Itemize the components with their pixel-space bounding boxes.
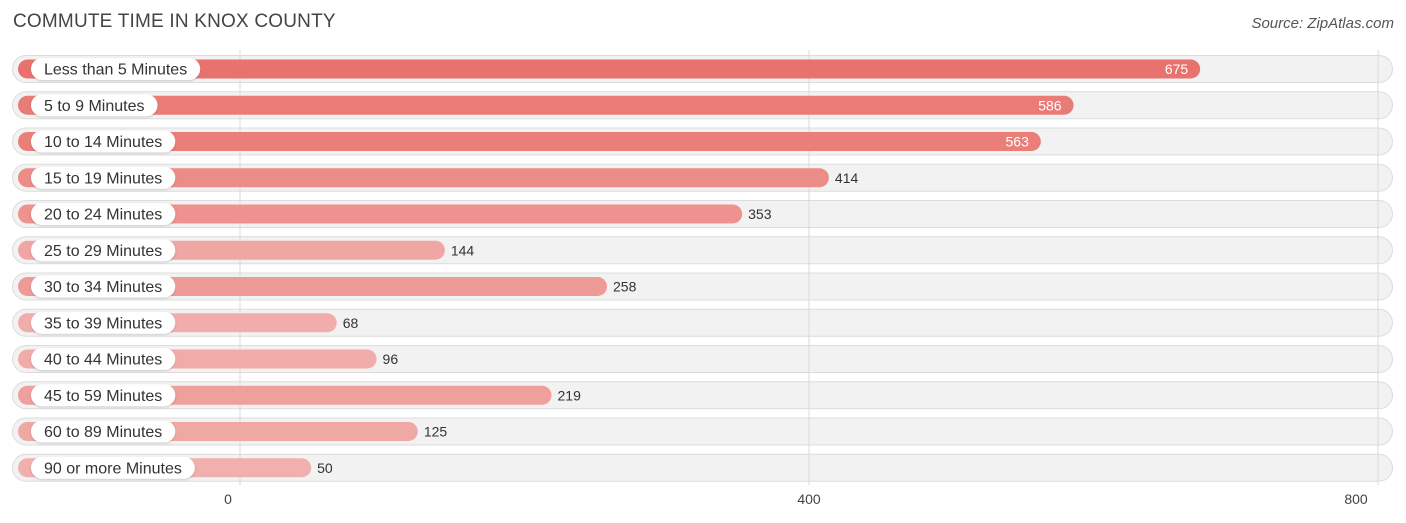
category-label-pill [31,58,201,80]
tick-label: 400 [797,491,821,507]
category-label: 25 to 29 Minutes [31,239,176,262]
category-label: 35 to 39 Minutes [31,311,176,334]
chart-source: Source: ZipAtlas.com [1251,15,1394,32]
value-labels: 675 586 563 414 353 144 258 68 96 219 125 50 [317,61,1188,476]
category-label-pill [31,130,176,153]
category-label: 15 to 19 Minutes [31,166,176,189]
bar [18,168,829,188]
bar [18,59,1201,79]
category-label-text: 25 to 29 Minutes [44,243,162,260]
axis-ticks: 0 400 800 [224,491,1368,507]
tick-label: 0 [224,491,232,507]
category-label-pill [31,384,176,407]
category-label-text: Less than 5 Minutes [44,62,187,79]
category-label: 10 to 14 Minutes [31,130,176,153]
category-label-pill [31,275,176,298]
category-label-pill [31,456,195,479]
category-label: 20 to 24 Minutes [31,203,176,225]
gridlines [239,50,1379,485]
category-label: 45 to 59 Minutes [31,384,176,407]
category-label-pill [31,203,176,225]
value-label: 258 [613,279,637,295]
category-label-text: 5 to 9 Minutes [44,98,145,115]
bars [18,59,1201,478]
value-label: 353 [748,206,772,222]
category-label: 40 to 44 Minutes [31,348,176,370]
bar [18,132,1041,151]
category-label-pill [31,420,176,443]
bar [18,204,743,224]
value-label: 144 [451,242,475,258]
value-label: 96 [383,351,399,367]
category-label-pill [31,166,176,189]
category-labels: Less than 5 Minutes 5 to 9 Minutes 10 to 1… [31,58,201,479]
value-label: 219 [558,387,582,403]
value-label: 563 [1006,134,1030,150]
value-label: 586 [1038,97,1062,113]
category-label-text: 10 to 14 Minutes [44,134,162,151]
category-label-pill [31,311,176,334]
value-label: 675 [1165,61,1189,77]
category-label-text: 60 to 89 Minutes [44,424,162,441]
category-label: Less than 5 Minutes [31,58,201,80]
category-label-pill [31,348,176,370]
category-label-text: 45 to 59 Minutes [44,388,162,405]
row-track [12,453,1393,482]
row-track [12,308,1393,337]
tick-label: 800 [1344,491,1368,507]
value-label: 125 [424,424,448,440]
category-label-text: 35 to 39 Minutes [44,315,162,332]
row-tracks [12,55,1393,482]
category-label: 60 to 89 Minutes [31,420,176,443]
category-label-text: 40 to 44 Minutes [44,352,162,369]
category-label: 90 or more Minutes [31,456,195,479]
category-label-text: 30 to 34 Minutes [44,279,162,296]
category-label-pill [31,239,176,262]
value-label: 50 [317,460,333,476]
category-label-text: 90 or more Minutes [44,460,182,477]
chart-title: COMMUTE TIME IN KNOX COUNTY [13,11,336,32]
bar [18,95,1074,115]
value-label: 68 [343,315,359,331]
category-label-pill [31,94,158,117]
value-label: 414 [835,170,859,186]
category-label-text: 20 to 24 Minutes [44,207,162,224]
category-label: 30 to 34 Minutes [31,275,176,298]
category-label-text: 15 to 19 Minutes [44,170,162,187]
category-label: 5 to 9 Minutes [31,94,158,117]
